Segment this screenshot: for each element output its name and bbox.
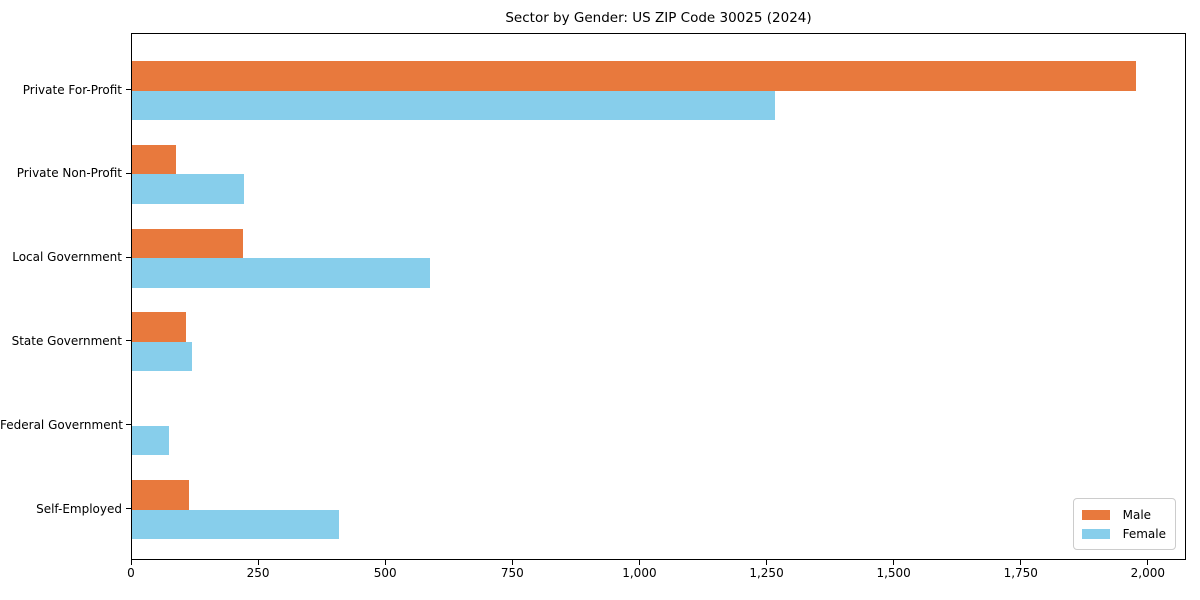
y-tick-mark — [126, 340, 131, 342]
legend-label-female: Female — [1122, 526, 1166, 541]
y-tick-mark — [126, 256, 131, 258]
x-tick-label: 0 — [127, 566, 135, 580]
x-tick-label: 750 — [500, 566, 524, 580]
y-tick-mark — [126, 89, 131, 90]
legend-label-male: Male — [1122, 507, 1152, 522]
legend: Male Female — [1072, 498, 1176, 550]
legend-entry-male: Male — [1081, 505, 1166, 524]
x-tick-mark — [257, 560, 259, 565]
x-tick-mark — [766, 560, 768, 565]
legend-entry-female: Female — [1081, 524, 1166, 543]
y-category-label: Local Government — [12, 250, 122, 265]
chart-title: Sector by Gender: US ZIP Code 30025 (202… — [505, 10, 812, 26]
x-tick-label: 2,000 — [1130, 566, 1166, 580]
bar-female-3 — [132, 341, 192, 372]
x-tick-mark — [893, 560, 895, 565]
x-tick-mark — [384, 560, 386, 565]
bar-female-5 — [132, 509, 339, 539]
x-tick-label: 1,500 — [876, 566, 911, 580]
x-tick-mark — [130, 560, 132, 565]
bar-female-1 — [132, 174, 244, 204]
bar-male-5 — [132, 480, 189, 510]
plot-area: Male Female — [131, 33, 1186, 560]
x-tick-mark — [1020, 560, 1022, 565]
x-tick-label: 1,250 — [749, 566, 784, 580]
y-category-label: State Government — [11, 333, 122, 348]
bar-female-4 — [132, 425, 169, 456]
bar-male-2 — [132, 228, 244, 259]
bar-male-3 — [132, 312, 186, 342]
x-tick-mark — [638, 560, 640, 565]
x-tick-label: 500 — [373, 566, 397, 580]
x-tick-label: 1,750 — [1003, 566, 1038, 580]
bar-female-2 — [132, 258, 431, 288]
y-tick-mark — [126, 172, 131, 174]
x-tick-mark — [1147, 560, 1149, 565]
y-tick-mark — [126, 508, 131, 509]
x-tick-label: 250 — [246, 566, 270, 580]
y-tick-mark — [126, 424, 131, 426]
x-tick-mark — [511, 560, 513, 565]
bar-male-1 — [132, 144, 177, 175]
y-category-label: Private For-Profit — [22, 82, 122, 97]
y-category-label: Self-Employed — [36, 501, 122, 516]
legend-swatch-male — [1081, 509, 1110, 520]
bar-male-0 — [132, 61, 1137, 91]
y-category-label: Private Non-Profit — [16, 166, 122, 181]
x-tick-label: 1,000 — [622, 566, 657, 580]
y-category-label: Federal Government — [0, 417, 123, 432]
bar-female-0 — [132, 90, 775, 120]
legend-swatch-female — [1081, 528, 1110, 539]
